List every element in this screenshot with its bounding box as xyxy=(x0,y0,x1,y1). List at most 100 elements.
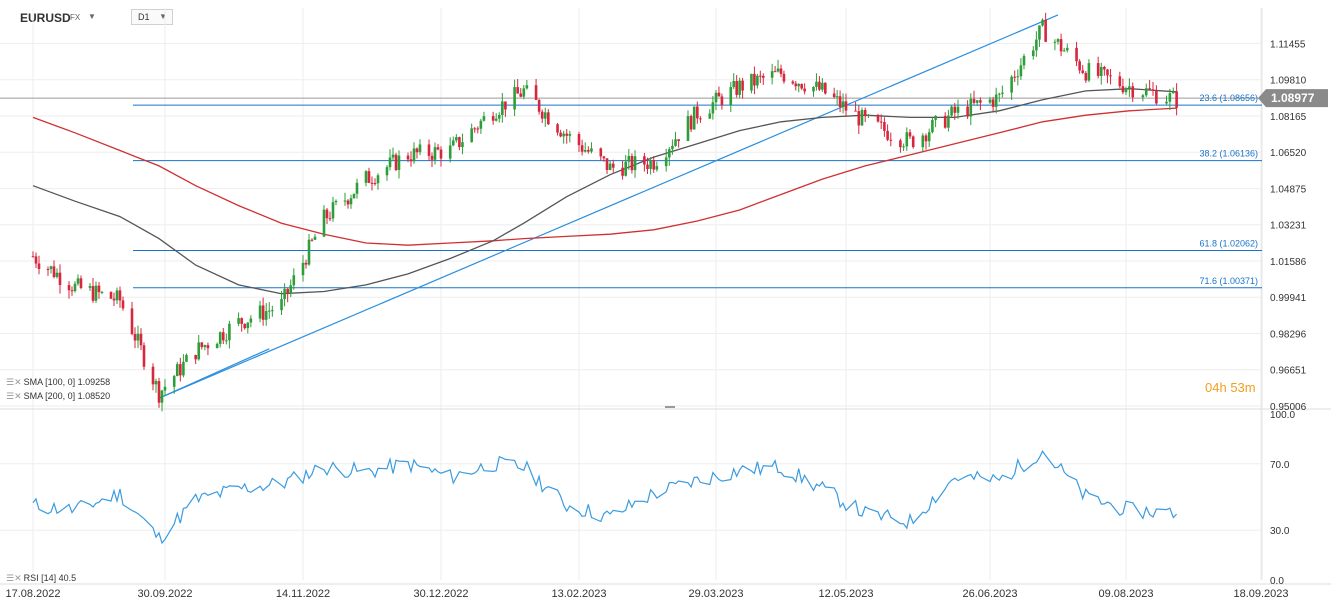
time-tick-label: 29.03.2023 xyxy=(688,588,743,600)
candle-body xyxy=(289,285,293,294)
candle-body xyxy=(121,300,125,309)
candle-body xyxy=(133,334,137,341)
trend-line xyxy=(158,14,1059,399)
candle-body xyxy=(409,159,413,162)
current-price-value: 1.08977 xyxy=(1271,91,1315,105)
candle-body xyxy=(1041,19,1044,26)
settings-icon[interactable]: ☰✕ xyxy=(6,377,22,387)
price-tick-label: 1.11455 xyxy=(1270,39,1306,50)
candle-body xyxy=(364,171,368,183)
candle-body xyxy=(876,114,880,122)
candle-body xyxy=(979,100,982,103)
candle-body xyxy=(540,111,544,119)
candle-body xyxy=(1168,93,1172,102)
price-tick-label: 1.03231 xyxy=(1270,221,1307,232)
price-tick-label: 1.06520 xyxy=(1270,148,1307,159)
candle-body xyxy=(100,292,104,294)
fib-level-label: 71.6 (1.00371) xyxy=(1199,276,1258,286)
settings-icon[interactable]: ☰✕ xyxy=(6,391,22,401)
fib-level-label: 61.8 (1.02062) xyxy=(1199,238,1258,248)
candle-body xyxy=(280,299,283,311)
sma100-line xyxy=(32,88,1177,295)
candle-body xyxy=(1096,63,1100,77)
candle-body xyxy=(671,145,674,150)
candle-body xyxy=(55,272,59,277)
candle-body xyxy=(130,308,134,335)
time-tick-label: 17.08.2022 xyxy=(5,588,60,600)
candle-body xyxy=(956,106,960,113)
timer-hours-unit: h xyxy=(1219,380,1227,395)
candle-body xyxy=(519,93,523,97)
sma200-value: 1.08520 xyxy=(77,391,111,401)
candle-body xyxy=(221,332,225,341)
candle-body xyxy=(237,318,240,324)
rsi-name: RSI [14] xyxy=(23,573,57,583)
settings-icon[interactable]: ☰✕ xyxy=(6,573,22,583)
time-tick-label: 14.11.2022 xyxy=(276,588,330,600)
candle-body xyxy=(97,285,101,293)
candle-body xyxy=(52,266,56,277)
candle-body xyxy=(1062,50,1066,52)
rsi-value: 40.5 xyxy=(58,573,77,583)
candle-body xyxy=(899,140,902,148)
candle-body xyxy=(674,139,677,146)
candle-body xyxy=(759,75,762,77)
candle-body xyxy=(1022,56,1026,66)
candle-body xyxy=(373,183,377,185)
candle-body xyxy=(997,93,1001,95)
candle-body xyxy=(307,239,311,265)
candle-body xyxy=(921,135,925,148)
candle-body xyxy=(863,110,867,117)
rsi-label[interactable]: ☰✕ RSI [14] 40.5 xyxy=(6,573,76,584)
candle-body xyxy=(109,292,113,299)
candle-body xyxy=(91,286,95,301)
candle-body xyxy=(972,98,976,103)
candle-body xyxy=(711,102,715,114)
candle-body xyxy=(349,198,353,205)
candle-body xyxy=(394,154,398,171)
candle-body xyxy=(455,137,458,141)
candle-body xyxy=(228,323,231,341)
candle-body xyxy=(794,83,798,87)
pane-resize-handle[interactable] xyxy=(665,406,675,408)
candle-body xyxy=(577,133,581,146)
candle-body xyxy=(1144,88,1148,96)
timeframe-select[interactable]: D1 ▼ xyxy=(131,9,173,25)
rsi-tick-label: 70.0 xyxy=(1270,460,1290,471)
candle-body xyxy=(1059,39,1063,52)
candle-body xyxy=(497,114,501,119)
candle-body xyxy=(599,148,603,157)
candle-body xyxy=(1165,101,1168,104)
candle-body xyxy=(304,262,308,265)
candle-body xyxy=(889,139,893,141)
sma100-value: 1.09258 xyxy=(77,377,111,387)
candle-body xyxy=(720,96,724,106)
candle-body xyxy=(1078,61,1081,71)
candle-body xyxy=(322,209,326,237)
candle-body xyxy=(627,156,631,162)
candle-body xyxy=(157,381,161,403)
candle-body xyxy=(750,73,753,91)
candle-body xyxy=(439,149,443,159)
candle-body xyxy=(433,147,437,160)
time-tick-label: 13.02.2023 xyxy=(551,588,606,600)
timeframe-value: D1 xyxy=(138,12,150,22)
candle-body xyxy=(49,266,53,270)
candle-body xyxy=(142,345,146,367)
fib-level-label: 23.6 (1.08656) xyxy=(1199,93,1258,103)
candle-body xyxy=(525,85,529,89)
candle-body xyxy=(73,283,77,292)
candle-body xyxy=(391,154,395,158)
rsi-tick-label: 100.0 xyxy=(1270,410,1295,421)
candle-body xyxy=(934,115,937,120)
candle-body xyxy=(261,305,265,320)
candle-body xyxy=(37,263,41,270)
candle-body xyxy=(418,144,422,153)
candle-body xyxy=(376,175,380,184)
sma200-label[interactable]: ☰✕ SMA [200, 0] 1.08520 xyxy=(6,391,110,402)
symbol-dropdown-icon[interactable]: ▼ xyxy=(88,12,96,21)
sma100-label[interactable]: ☰✕ SMA [100, 0] 1.09258 xyxy=(6,377,110,388)
candle-body xyxy=(860,110,864,126)
candle-body xyxy=(1044,19,1047,42)
